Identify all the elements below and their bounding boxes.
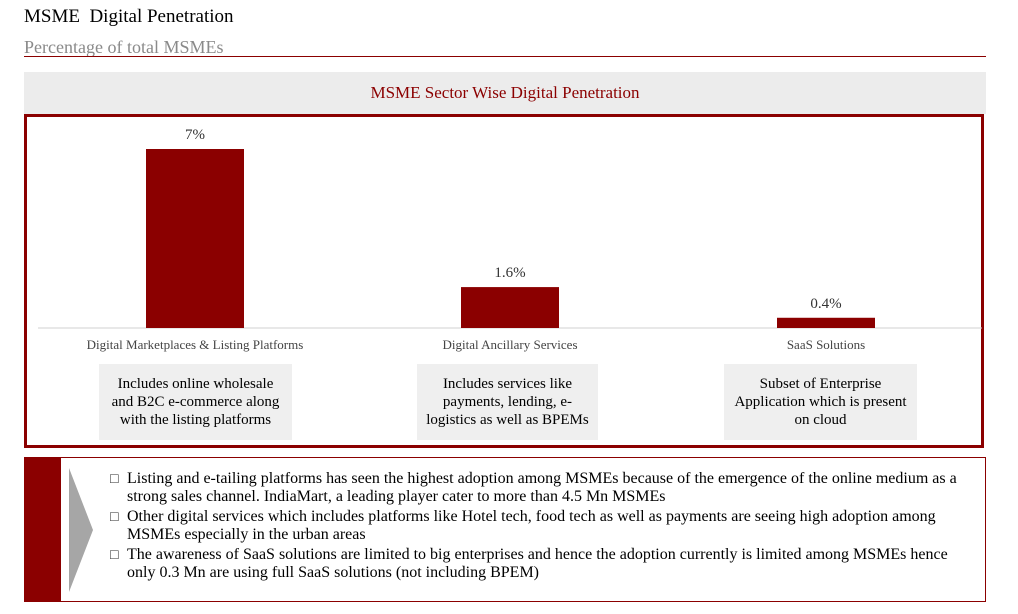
category-description-box: Includes online wholesale and B2C e-comm…: [99, 364, 292, 440]
category-description-box: Includes services like payments, lending…: [417, 364, 598, 440]
list-item: ☐ The awareness of SaaS solutions are li…: [109, 546, 969, 582]
page-title: MSME Digital Penetration: [24, 6, 234, 27]
insights-list: ☐ Listing and e-tailing platforms has se…: [109, 470, 969, 584]
title-divider: [24, 56, 986, 57]
bullet-text: Listing and e-tailing platforms has seen…: [127, 470, 957, 505]
list-item: ☐ Other digital services which includes …: [109, 508, 969, 544]
accent-bar: [25, 458, 61, 601]
chart-panel-title: MSME Sector Wise Digital Penetration: [24, 72, 986, 114]
list-item: ☐ Listing and e-tailing platforms has se…: [109, 470, 969, 506]
page-subtitle: Percentage of total MSMEs: [24, 37, 224, 57]
checkbox-bullet-icon: ☐: [109, 510, 120, 524]
category-description-box: Subset of Enterprise Application which i…: [724, 364, 917, 440]
chart-frame: [24, 114, 984, 448]
bullet-text: The awareness of SaaS solutions are limi…: [127, 546, 948, 581]
checkbox-bullet-icon: ☐: [109, 472, 120, 486]
key-insights-box: ☐ Listing and e-tailing platforms has se…: [24, 457, 986, 602]
checkbox-bullet-icon: ☐: [109, 548, 120, 562]
bullet-text: Other digital services which includes pl…: [127, 508, 936, 543]
chevron-right-icon: [69, 468, 93, 592]
